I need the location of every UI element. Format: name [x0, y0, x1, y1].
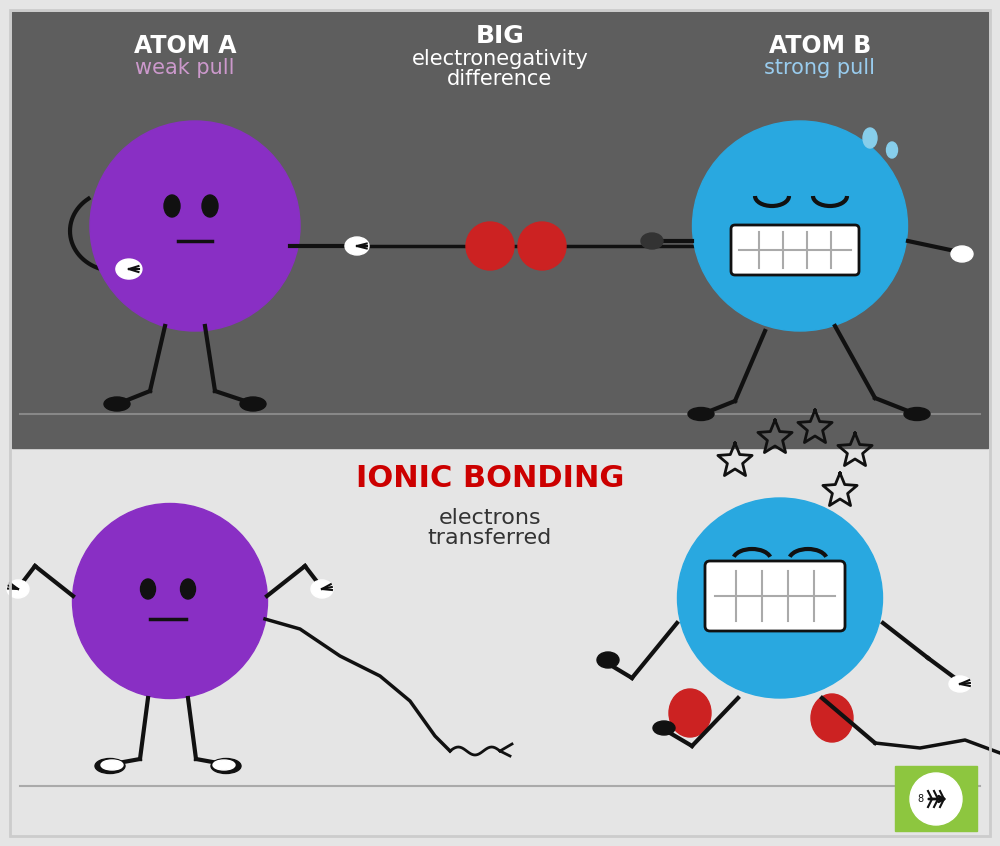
Text: ATOM A: ATOM A: [134, 34, 236, 58]
Ellipse shape: [692, 121, 908, 331]
Text: electronegativity: electronegativity: [412, 49, 588, 69]
Ellipse shape: [101, 760, 123, 770]
Ellipse shape: [213, 760, 235, 770]
Ellipse shape: [949, 676, 971, 692]
Circle shape: [518, 222, 566, 270]
Ellipse shape: [678, 498, 883, 698]
Ellipse shape: [72, 503, 268, 699]
Ellipse shape: [116, 259, 142, 279]
Text: BIG: BIG: [476, 24, 524, 48]
Ellipse shape: [345, 237, 369, 255]
Ellipse shape: [95, 759, 125, 773]
Ellipse shape: [7, 580, 29, 598]
Ellipse shape: [688, 408, 714, 420]
Text: transferred: transferred: [428, 528, 552, 548]
FancyBboxPatch shape: [731, 225, 859, 275]
Ellipse shape: [211, 759, 241, 773]
Ellipse shape: [104, 397, 130, 411]
Ellipse shape: [180, 579, 196, 599]
Ellipse shape: [164, 195, 180, 217]
Ellipse shape: [311, 580, 333, 598]
Ellipse shape: [669, 689, 711, 737]
Text: strong pull: strong pull: [765, 58, 876, 78]
Ellipse shape: [140, 579, 156, 599]
Ellipse shape: [202, 195, 218, 217]
Bar: [895, 766, 977, 831]
Text: weak pull: weak pull: [135, 58, 235, 78]
Ellipse shape: [597, 652, 619, 668]
Text: ATOM B: ATOM B: [769, 34, 871, 58]
Ellipse shape: [863, 128, 877, 148]
Ellipse shape: [240, 397, 266, 411]
Ellipse shape: [90, 121, 300, 331]
Text: difference: difference: [447, 69, 553, 89]
Bar: [12, 12, 988, 448]
Ellipse shape: [811, 694, 853, 742]
FancyBboxPatch shape: [705, 561, 845, 631]
Text: IONIC BONDING: IONIC BONDING: [356, 464, 624, 492]
Ellipse shape: [951, 246, 973, 262]
Circle shape: [466, 222, 514, 270]
Text: 8: 8: [917, 794, 923, 804]
Ellipse shape: [641, 233, 663, 249]
Circle shape: [910, 773, 962, 825]
Ellipse shape: [904, 408, 930, 420]
Text: electrons: electrons: [439, 508, 541, 528]
Ellipse shape: [653, 721, 675, 735]
Ellipse shape: [887, 142, 898, 158]
